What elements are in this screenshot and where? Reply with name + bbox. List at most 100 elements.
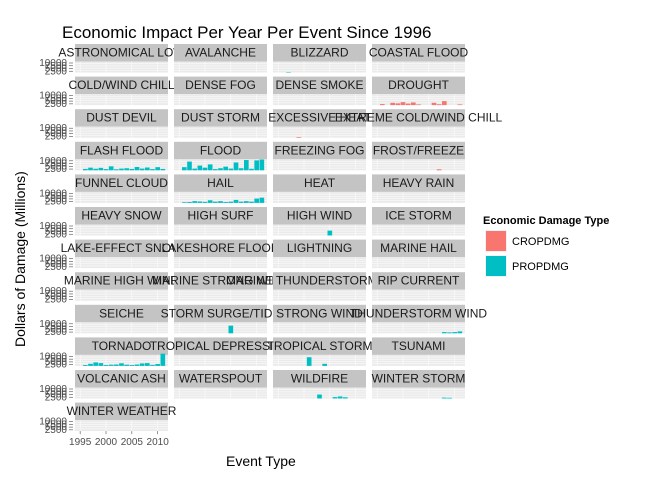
facet-strip bbox=[273, 304, 366, 323]
facet-strip bbox=[273, 76, 366, 95]
bar bbox=[380, 104, 385, 106]
y-tick-label: 10000 bbox=[39, 254, 67, 265]
bar bbox=[223, 202, 228, 203]
facet-strip-label: EXCESSIVE HEAT bbox=[268, 111, 371, 125]
facet-panel: EXTREME COLD/WIND CHILL bbox=[335, 109, 503, 138]
facet-plot-area bbox=[75, 322, 168, 334]
bar bbox=[187, 161, 192, 171]
bar bbox=[202, 201, 208, 203]
facet-strip bbox=[174, 141, 267, 160]
facet-panel: DUST STORM bbox=[174, 109, 267, 138]
facet-strip-label: EXTREME COLD/WIND CHILL bbox=[335, 111, 503, 125]
bar bbox=[160, 168, 166, 171]
facet-strip bbox=[75, 109, 168, 127]
bar bbox=[228, 201, 234, 203]
bar bbox=[286, 71, 291, 73]
facet-strip bbox=[273, 239, 366, 258]
bar bbox=[124, 168, 129, 171]
facet-strip-label: LAKESHORE FLOOD bbox=[161, 241, 279, 255]
y-tick-label: 2500 bbox=[45, 164, 68, 175]
facet-strip bbox=[174, 76, 267, 95]
bar bbox=[93, 168, 98, 171]
bar bbox=[390, 102, 395, 106]
x-tick-label: 2000 bbox=[95, 437, 118, 448]
x-tick-label: 2005 bbox=[121, 437, 144, 448]
facet-strip-label: THUNDERSTORM WIND bbox=[350, 306, 487, 320]
y-tick-label: 10000 bbox=[39, 123, 67, 134]
y-tick-label: 2500 bbox=[45, 197, 68, 208]
bar bbox=[431, 102, 437, 106]
bar bbox=[218, 168, 223, 171]
facet-strip-label: HIGH SURF bbox=[188, 209, 254, 223]
facet-panel: ICE STORM bbox=[372, 207, 465, 236]
facet-panel: TSUNAMI bbox=[372, 337, 465, 366]
y-tick-label: 10000 bbox=[39, 156, 67, 167]
facet-strip-label: DENSE FOG bbox=[185, 78, 256, 92]
bar bbox=[436, 104, 442, 106]
bar bbox=[98, 167, 104, 171]
facet-plot-area bbox=[372, 257, 465, 269]
facet-strip bbox=[372, 207, 465, 225]
facet-strip bbox=[372, 174, 465, 192]
facet-strip-label: STORM SURGE/TIDE bbox=[161, 306, 281, 320]
facet-plot-area bbox=[372, 387, 465, 399]
y-tick-label: 10000 bbox=[39, 286, 67, 297]
facet-strip bbox=[273, 272, 366, 290]
facet-panel: WINTER STORM bbox=[372, 370, 466, 399]
y-axis-title: Dollars of Damage (Millions) bbox=[12, 171, 28, 347]
bar bbox=[447, 397, 452, 399]
bar bbox=[411, 102, 416, 106]
facet-strip-label: WINTER STORM bbox=[372, 372, 466, 386]
facet-strip bbox=[174, 370, 267, 388]
facet-strip-label: DUST DEVIL bbox=[86, 111, 157, 125]
bar bbox=[139, 168, 145, 171]
facet-strip-label: FUNNEL CLOUD bbox=[75, 176, 168, 190]
y-tick-label: 10000 bbox=[39, 319, 67, 330]
bar bbox=[202, 167, 208, 171]
facet-plot-area bbox=[174, 354, 267, 366]
facet-strip-label: SEICHE bbox=[99, 306, 144, 320]
bar bbox=[150, 169, 155, 171]
bar bbox=[457, 331, 463, 334]
facet-panel: HIGH SURF bbox=[174, 207, 267, 236]
y-tick-label: 5000 bbox=[45, 161, 68, 172]
bar bbox=[259, 159, 265, 171]
facet-strip-label: AVALANCHE bbox=[185, 46, 256, 60]
facet-plot-area bbox=[75, 420, 168, 432]
y-tick-label: 5000 bbox=[45, 96, 68, 107]
facet-panels: ASTRONOMICAL LOW AVALANCHE BLIZZARD COASTAL… bbox=[58, 44, 503, 432]
facet-plot-area bbox=[372, 354, 465, 366]
facet-panel: LIGHTNING bbox=[273, 239, 366, 269]
facet-strip bbox=[75, 141, 168, 160]
facet-strip-label: LAKE-EFFECT SNOW bbox=[61, 241, 183, 255]
bar bbox=[327, 230, 333, 236]
facet-strip-label: COLD/WIND CHILL bbox=[68, 78, 174, 92]
facet-strip bbox=[75, 207, 168, 225]
y-tick-label: 5000 bbox=[45, 324, 68, 335]
y-tick-label: 2500 bbox=[45, 392, 68, 403]
legend-title: Economic Damage Type bbox=[483, 215, 609, 227]
facet-panel: HEAT bbox=[273, 174, 366, 203]
x-axis: 1995 2000 2005 2010 bbox=[69, 431, 169, 448]
facet-strip-label: MARINE STRONG WIND bbox=[152, 274, 289, 288]
facet-strip-label: FLOOD bbox=[200, 143, 242, 157]
facet-plot-area bbox=[75, 126, 168, 138]
bar bbox=[244, 201, 249, 203]
facet-strip bbox=[174, 44, 267, 62]
x-axis-title: Event Type bbox=[226, 453, 296, 469]
y-tick-label: 7500 bbox=[45, 322, 68, 333]
bar bbox=[457, 104, 463, 106]
facet-plot-area bbox=[75, 289, 168, 301]
facet-panel: HEAVY SNOW bbox=[75, 207, 168, 236]
y-tick-label: 7500 bbox=[45, 159, 68, 170]
bar bbox=[145, 167, 150, 171]
bar bbox=[317, 394, 322, 399]
bar bbox=[114, 364, 119, 366]
bar bbox=[213, 169, 218, 171]
facet-strip-label: HEAVY RAIN bbox=[383, 176, 455, 190]
bar bbox=[108, 166, 114, 171]
bar bbox=[83, 365, 88, 366]
bar bbox=[442, 101, 447, 106]
facet-panel: STORM SURGE/TIDE bbox=[161, 304, 281, 334]
bar bbox=[395, 103, 401, 106]
